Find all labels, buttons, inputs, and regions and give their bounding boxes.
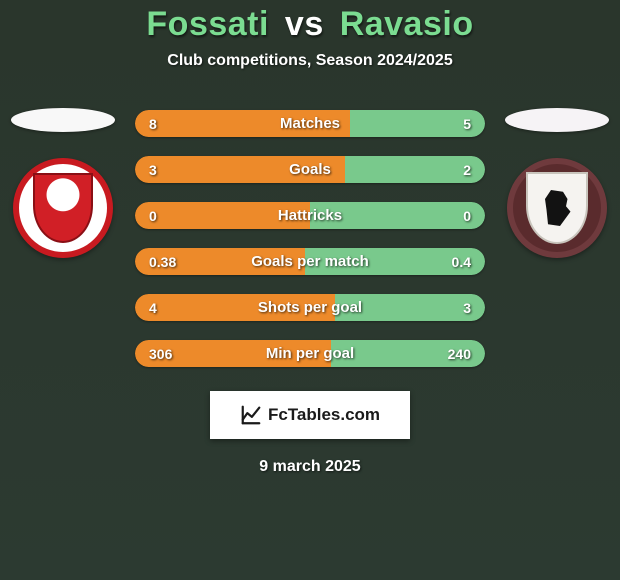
stat-bar: 32Goals bbox=[135, 156, 485, 183]
stat-bar-left bbox=[135, 156, 345, 183]
right-badge-column bbox=[502, 108, 612, 258]
stat-bar: 306240Min per goal bbox=[135, 340, 485, 367]
brand-text: FcTables.com bbox=[268, 405, 380, 425]
left-badge-column bbox=[8, 108, 118, 258]
player1-name: Fossati bbox=[146, 5, 269, 43]
stat-value-left: 8 bbox=[149, 110, 157, 137]
left-club-crest bbox=[13, 158, 113, 258]
stat-value-right: 0 bbox=[463, 202, 471, 229]
stat-value-right: 3 bbox=[463, 294, 471, 321]
stat-value-left: 4 bbox=[149, 294, 157, 321]
stat-bar: 85Matches bbox=[135, 110, 485, 137]
stat-value-right: 240 bbox=[448, 340, 471, 367]
crest-shield-icon bbox=[33, 173, 93, 243]
stat-value-left: 306 bbox=[149, 340, 172, 367]
stat-bar-left bbox=[135, 110, 350, 137]
right-club-crest bbox=[507, 158, 607, 258]
vs-separator: vs bbox=[285, 5, 324, 43]
subtitle: Club competitions, Season 2024/2025 bbox=[0, 52, 620, 70]
comparison-card: Fossati vs Ravasio Club competitions, Se… bbox=[0, 0, 620, 580]
comparison-title: Fossati vs Ravasio bbox=[0, 5, 620, 44]
stat-value-left: 0.38 bbox=[149, 248, 176, 275]
stat-bar-left bbox=[135, 202, 310, 229]
stat-value-left: 0 bbox=[149, 202, 157, 229]
stat-value-right: 2 bbox=[463, 156, 471, 183]
left-country-ellipse bbox=[11, 108, 115, 132]
chart-icon bbox=[240, 404, 262, 426]
brand-attribution: FcTables.com bbox=[210, 391, 410, 439]
player2-name: Ravasio bbox=[340, 5, 474, 43]
stat-bar: 00Hattricks bbox=[135, 202, 485, 229]
stat-value-left: 3 bbox=[149, 156, 157, 183]
stat-bar: 43Shots per goal bbox=[135, 294, 485, 321]
stat-bar-left bbox=[135, 294, 335, 321]
right-country-ellipse bbox=[505, 108, 609, 132]
stats-bars: 85Matches32Goals00Hattricks0.380.4Goals … bbox=[135, 108, 485, 367]
stat-bar: 0.380.4Goals per match bbox=[135, 248, 485, 275]
stat-value-right: 0.4 bbox=[452, 248, 471, 275]
horse-icon bbox=[542, 190, 572, 226]
stat-value-right: 5 bbox=[463, 110, 471, 137]
crest-shield-icon bbox=[526, 172, 588, 244]
stat-bar-right bbox=[310, 202, 485, 229]
content-row: 85Matches32Goals00Hattricks0.380.4Goals … bbox=[0, 108, 620, 367]
date-label: 9 march 2025 bbox=[0, 458, 620, 476]
